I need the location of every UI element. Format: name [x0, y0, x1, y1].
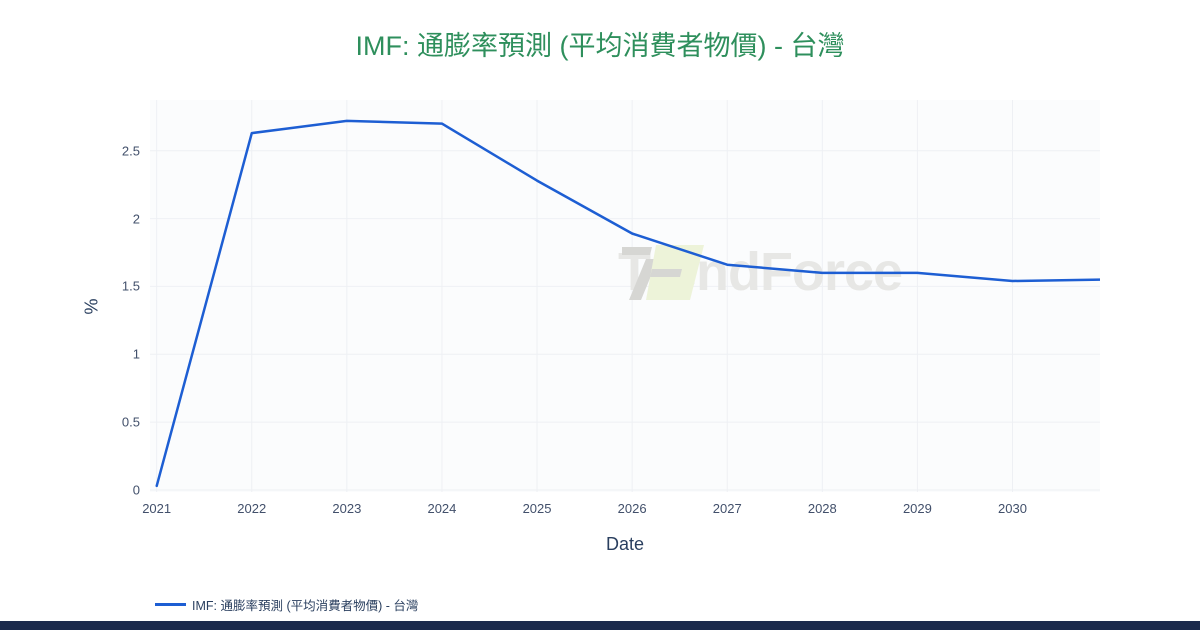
y-tick-label: 1.5 [121, 278, 140, 294]
x-tick-label: 2027 [712, 501, 742, 516]
x-tick-label: 2028 [807, 501, 837, 516]
plot-area: TrendForce [150, 100, 1100, 492]
y-axis-title: % [81, 298, 102, 315]
legend-label: IMF: 通膨率預測 (平均消費者物價) - 台灣 [192, 599, 419, 613]
x-tick-label: 2023 [332, 501, 362, 516]
data-line [155, 119, 1100, 488]
legend-line-swatch [155, 603, 186, 606]
y-tick-label: 0.5 [121, 414, 140, 430]
x-tick-label: 2025 [522, 501, 552, 516]
y-tick-label: 1 [132, 346, 140, 362]
y-tick-label: 0 [132, 482, 140, 498]
x-tick-label: 2021 [142, 501, 172, 516]
y-tick-label: 2.5 [121, 143, 140, 159]
y-tick-label: 2 [132, 211, 140, 227]
trendforce-logo-icon [622, 245, 704, 300]
x-tick-label: 2030 [998, 501, 1027, 516]
x-tick-label: 2026 [617, 501, 647, 516]
footer-bar [0, 621, 1200, 630]
chart-title: IMF: 通膨率預測 (平均消費者物價) - 台灣 [355, 31, 845, 61]
x-tick-label: 2022 [237, 501, 267, 516]
legend[interactable]: IMF: 通膨率預測 (平均消費者物價) - 台灣 [155, 595, 418, 614]
x-tick-label: 2029 [902, 501, 932, 516]
x-tick-label: 2024 [427, 501, 457, 516]
x-axis-title: Date [605, 534, 645, 554]
